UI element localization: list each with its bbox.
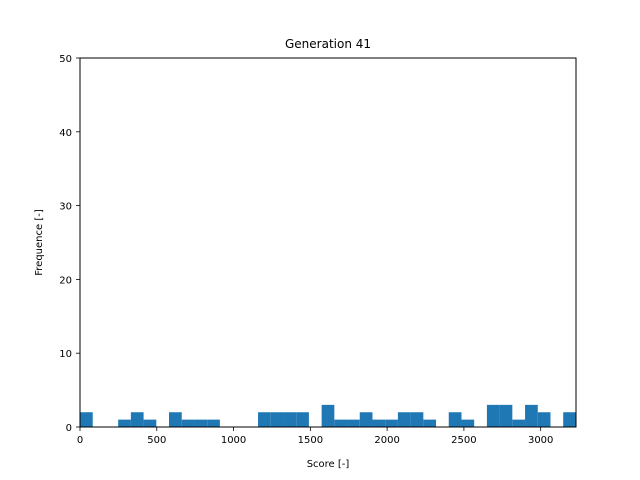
histogram-bar <box>207 419 220 427</box>
x-tick-label: 500 <box>147 435 166 446</box>
chart-title: Generation 41 <box>285 37 371 51</box>
histogram-bar <box>321 404 335 427</box>
x-tick-label: 3000 <box>528 435 553 446</box>
y-tick-label: 40 <box>59 128 72 139</box>
histogram-bars <box>80 404 576 427</box>
histogram-bar <box>283 412 297 427</box>
histogram-bar <box>499 404 513 427</box>
plot-frame <box>79 57 577 428</box>
histogram-bar <box>169 412 182 427</box>
histogram-bar <box>270 412 284 427</box>
histogram-bar <box>194 419 208 427</box>
x-axis-ticks: 0 500 1000 1500 2000 2500 3000 <box>77 427 553 446</box>
histogram-bar <box>410 412 424 427</box>
y-tick-label: 50 <box>59 54 72 65</box>
histogram-bar <box>143 419 157 427</box>
x-tick-label: 0 <box>77 435 83 446</box>
histogram-bar <box>258 412 271 427</box>
y-axis-ticks: 0 10 20 30 40 50 <box>59 54 80 434</box>
x-tick-label: 1000 <box>221 435 246 446</box>
histogram-bar <box>563 412 576 427</box>
histogram-bar <box>537 412 551 427</box>
histogram-bar <box>486 404 500 427</box>
x-tick-label: 2000 <box>374 435 399 446</box>
histogram-bar <box>372 419 386 427</box>
histogram-bar <box>80 412 93 427</box>
y-tick-label: 30 <box>59 202 72 213</box>
x-axis-label: Score [-] <box>307 459 350 470</box>
histogram-bar <box>385 419 398 427</box>
histogram-bar <box>525 404 538 427</box>
y-tick-label: 10 <box>59 349 72 360</box>
histogram-bar <box>423 419 437 427</box>
histogram-bar <box>359 412 373 427</box>
histogram-bar <box>334 419 348 427</box>
histogram-bar <box>118 419 131 427</box>
histogram-bar <box>512 419 526 427</box>
x-tick-label: 2500 <box>451 435 476 446</box>
y-tick-label: 20 <box>59 275 72 286</box>
histogram-bar <box>181 419 195 427</box>
y-axis-label: Frequence [-] <box>34 209 45 276</box>
histogram-bar <box>296 412 309 427</box>
histogram-bar <box>347 419 360 427</box>
x-tick-label: 1500 <box>298 435 323 446</box>
histogram-bar <box>130 412 144 427</box>
y-tick-label: 0 <box>66 423 72 434</box>
histogram-bar <box>448 412 462 427</box>
histogram-bar <box>397 412 411 427</box>
histogram-bar <box>461 419 475 427</box>
